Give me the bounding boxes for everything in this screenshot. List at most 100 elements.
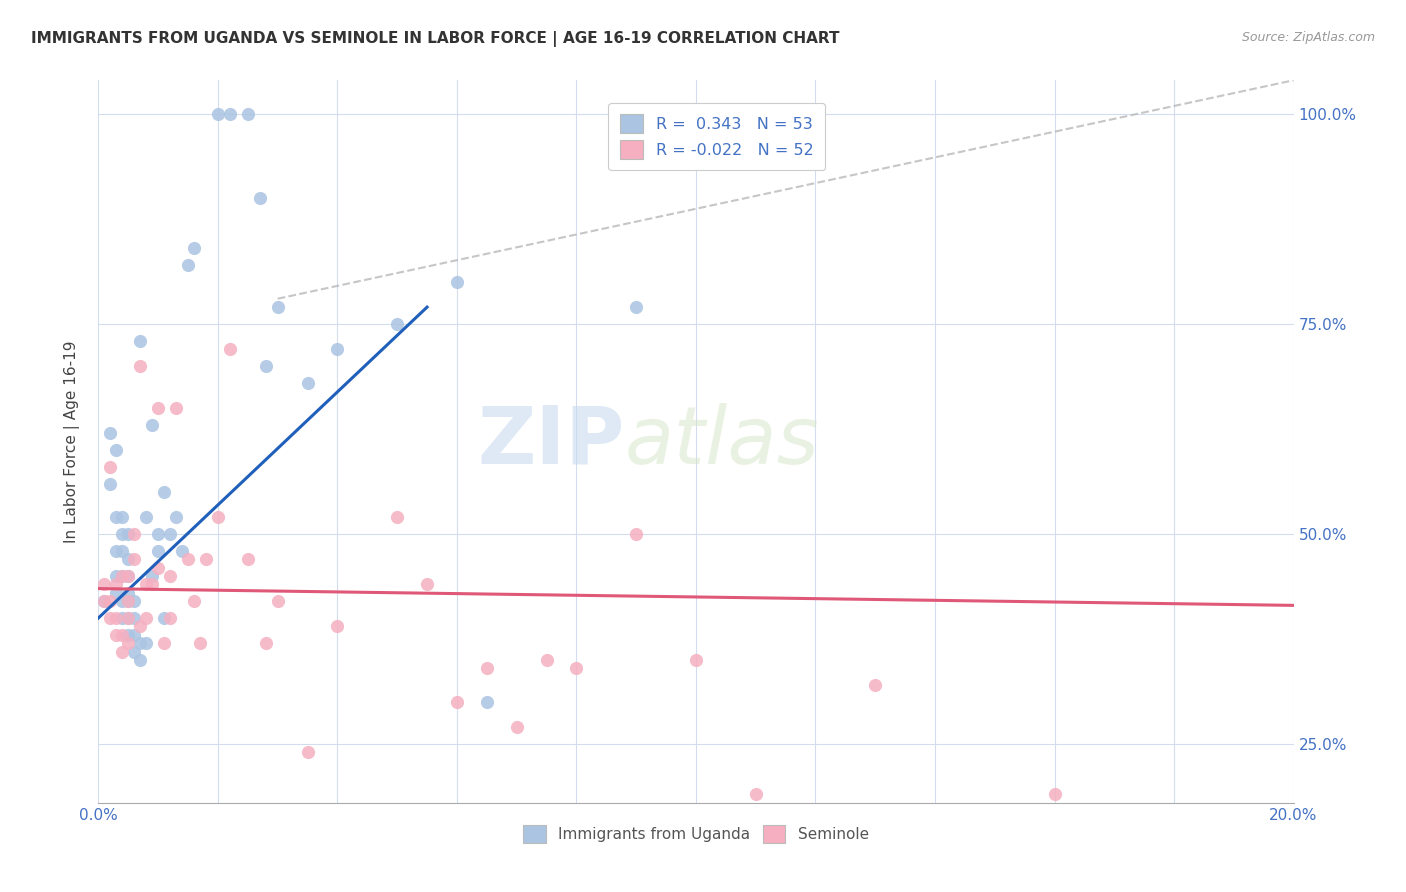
Point	[111, 569, 134, 583]
Point	[297, 745, 319, 759]
Point	[129, 334, 152, 348]
Point	[446, 275, 468, 289]
Point	[165, 401, 187, 415]
Point	[236, 552, 259, 566]
Point	[159, 527, 181, 541]
Point	[117, 569, 139, 583]
Point	[135, 636, 157, 650]
Point	[111, 628, 134, 642]
Point	[129, 653, 152, 667]
Point	[105, 510, 128, 524]
Point	[98, 594, 122, 608]
Point	[207, 107, 229, 121]
Point	[93, 594, 115, 608]
Point	[117, 569, 139, 583]
Point	[506, 720, 529, 734]
Point	[219, 342, 242, 356]
Point	[446, 695, 468, 709]
Point	[105, 628, 128, 642]
Point	[141, 417, 163, 432]
Point	[475, 695, 498, 709]
Point	[124, 552, 146, 566]
Point	[153, 485, 176, 500]
Point	[117, 552, 139, 566]
Point	[105, 577, 128, 591]
Point	[105, 569, 128, 583]
Point	[475, 661, 498, 675]
Point	[117, 628, 139, 642]
Point	[153, 636, 176, 650]
Point	[195, 552, 218, 566]
Point	[117, 594, 139, 608]
Point	[626, 300, 648, 314]
Point	[105, 543, 128, 558]
Point	[236, 107, 259, 121]
Point	[1043, 788, 1066, 802]
Point	[249, 191, 271, 205]
Point	[153, 611, 176, 625]
Point	[177, 552, 200, 566]
Point	[267, 300, 290, 314]
Point	[297, 376, 319, 390]
Point	[124, 644, 146, 658]
Legend: Immigrants from Uganda, Seminole: Immigrants from Uganda, Seminole	[517, 819, 875, 849]
Point	[416, 577, 439, 591]
Point	[177, 258, 200, 272]
Point	[141, 577, 163, 591]
Point	[326, 342, 349, 356]
Point	[148, 401, 170, 415]
Point	[254, 359, 277, 373]
Point	[188, 636, 211, 650]
Point	[111, 569, 134, 583]
Point	[111, 543, 134, 558]
Point	[135, 577, 157, 591]
Point	[124, 628, 146, 642]
Point	[207, 510, 229, 524]
Point	[111, 527, 134, 541]
Point	[159, 569, 181, 583]
Point	[745, 788, 768, 802]
Point	[165, 510, 187, 524]
Point	[117, 594, 139, 608]
Point	[111, 594, 134, 608]
Point	[111, 611, 134, 625]
Point	[111, 644, 134, 658]
Point	[141, 569, 163, 583]
Point	[183, 594, 205, 608]
Point	[105, 442, 128, 457]
Point	[865, 678, 887, 692]
Point	[267, 594, 290, 608]
Point	[124, 611, 146, 625]
Point	[183, 241, 205, 255]
Point	[565, 661, 588, 675]
Text: ZIP: ZIP	[477, 402, 624, 481]
Point	[117, 636, 139, 650]
Point	[129, 359, 152, 373]
Point	[219, 107, 242, 121]
Point	[117, 527, 139, 541]
Text: IMMIGRANTS FROM UGANDA VS SEMINOLE IN LABOR FORCE | AGE 16-19 CORRELATION CHART: IMMIGRANTS FROM UGANDA VS SEMINOLE IN LA…	[31, 31, 839, 47]
Point	[685, 653, 707, 667]
Point	[117, 586, 139, 600]
Text: atlas: atlas	[624, 402, 820, 481]
Point	[135, 510, 157, 524]
Point	[117, 611, 139, 625]
Point	[93, 577, 115, 591]
Point	[105, 586, 128, 600]
Point	[254, 636, 277, 650]
Point	[98, 611, 122, 625]
Point	[159, 611, 181, 625]
Point	[148, 560, 170, 574]
Point	[148, 527, 170, 541]
Point	[626, 527, 648, 541]
Point	[172, 543, 194, 558]
Point	[93, 594, 115, 608]
Text: Source: ZipAtlas.com: Source: ZipAtlas.com	[1241, 31, 1375, 45]
Point	[135, 611, 157, 625]
Point	[385, 317, 409, 331]
Point	[1104, 804, 1126, 818]
Point	[536, 653, 558, 667]
Point	[111, 510, 134, 524]
Point	[98, 426, 122, 441]
Point	[124, 594, 146, 608]
